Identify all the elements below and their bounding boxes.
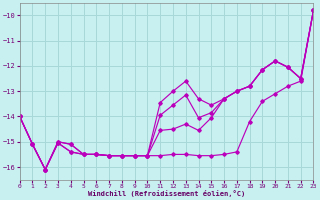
X-axis label: Windchill (Refroidissement éolien,°C): Windchill (Refroidissement éolien,°C): [88, 190, 245, 197]
